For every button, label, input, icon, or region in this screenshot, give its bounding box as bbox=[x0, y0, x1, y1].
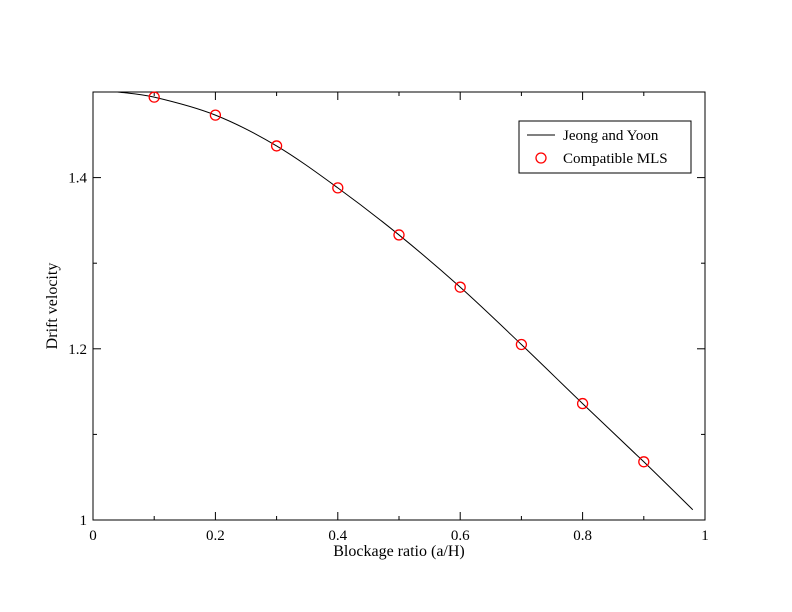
legend: Jeong and Yoon Compatible MLS bbox=[518, 120, 692, 174]
axis-ticks bbox=[92, 91, 706, 521]
data-point-compatible-mls bbox=[148, 91, 160, 103]
legend-label-compatible-mls: Compatible MLS bbox=[563, 151, 668, 167]
legend-label-jeong-yoon: Jeong and Yoon bbox=[563, 128, 659, 144]
x-tick-label: 0 bbox=[89, 528, 97, 544]
data-point-compatible-mls bbox=[209, 109, 222, 121]
data-point-compatible-mls bbox=[638, 456, 650, 468]
y-tick-label: 1.4 bbox=[68, 171, 87, 187]
data-point-compatible-mls bbox=[576, 397, 589, 410]
x-tick-label: 0.2 bbox=[206, 528, 225, 544]
x-tick-label: 1 bbox=[701, 528, 709, 544]
y-axis-label: Drift velocity bbox=[44, 263, 61, 350]
legend-box bbox=[518, 120, 692, 174]
series-markers bbox=[148, 91, 650, 468]
x-axis-label: Blockage ratio (a/H) bbox=[333, 543, 465, 560]
series-lines bbox=[117, 91, 694, 511]
x-tick-label: 0.6 bbox=[451, 528, 470, 544]
data-point-compatible-mls bbox=[454, 281, 466, 293]
y-tick-label: 1.2 bbox=[68, 342, 87, 358]
data-point-compatible-mls bbox=[515, 338, 528, 351]
series-line-jeong-yoon bbox=[117, 91, 694, 511]
axis-tick-labels: 0 0.2 0.4 0.6 0.8 1 1 1.2 1.4 bbox=[68, 171, 709, 544]
data-point-compatible-mls bbox=[393, 229, 405, 241]
data-point-compatible-mls bbox=[270, 140, 283, 152]
x-tick-label: 0.8 bbox=[573, 528, 592, 544]
x-tick-label: 0.4 bbox=[328, 528, 347, 544]
data-point-compatible-mls bbox=[332, 182, 344, 194]
y-tick-label: 1 bbox=[80, 513, 88, 529]
legend-marker-swatch bbox=[535, 152, 547, 164]
